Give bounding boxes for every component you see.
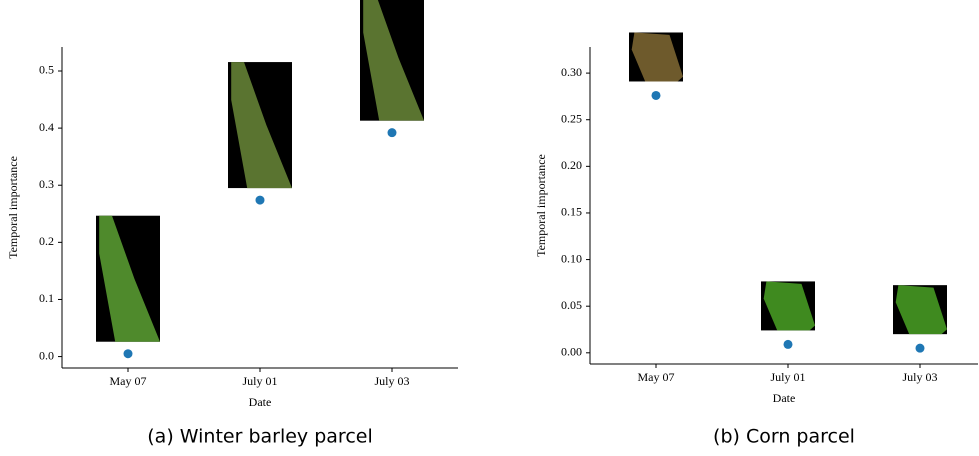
y-tick-label: 0.2 bbox=[39, 234, 54, 248]
y-tick-label: 0.10 bbox=[561, 251, 582, 265]
x-axis-label: Date bbox=[773, 391, 796, 405]
point bbox=[387, 128, 397, 138]
y-tick-label: 0.05 bbox=[561, 298, 582, 312]
x-tick-label: May 07 bbox=[110, 374, 147, 388]
y-tick-label: 0.00 bbox=[561, 345, 582, 359]
y-tick-label: 0.20 bbox=[561, 158, 582, 172]
y-tick-label: 0.5 bbox=[39, 63, 54, 77]
point bbox=[255, 195, 265, 205]
point bbox=[651, 90, 661, 100]
x-tick-label: July 03 bbox=[902, 370, 937, 384]
x-tick-label: July 01 bbox=[770, 370, 805, 384]
point bbox=[123, 349, 133, 359]
y-tick-label: 0.1 bbox=[39, 291, 54, 305]
caption: (a) Winter barley parcel bbox=[147, 426, 372, 448]
x-tick-label: July 03 bbox=[374, 374, 409, 388]
x-tick-label: May 07 bbox=[638, 370, 675, 384]
y-axis-label: Temporal importance bbox=[534, 154, 548, 257]
thumbnail-parcel bbox=[895, 285, 947, 335]
y-tick-label: 0.25 bbox=[561, 111, 582, 125]
y-tick-label: 0.3 bbox=[39, 177, 54, 191]
y-axis-label: Temporal importance bbox=[6, 156, 20, 259]
y-tick-label: 0.30 bbox=[561, 65, 582, 79]
point bbox=[783, 339, 793, 349]
x-axis-label: Date bbox=[249, 395, 272, 409]
thumbnail-parcel bbox=[631, 32, 683, 82]
y-tick-label: 0.15 bbox=[561, 205, 582, 219]
point bbox=[915, 343, 925, 353]
chart-panel: 0.0 0.1 0.2 0.3 0.4 0.5 May 07 July 01 July 03 Da… bbox=[6, 0, 458, 448]
chart-panel: 0.00 0.05 0.10 0.15 0.20 0.25 0.30 May 07 July 0… bbox=[534, 32, 978, 448]
thumbnail-parcel bbox=[763, 281, 815, 331]
thumbnail-parcel bbox=[99, 215, 160, 342]
thumbnail-parcel bbox=[231, 62, 292, 189]
thumbnail-parcel bbox=[363, 0, 424, 121]
y-tick-label: 0.0 bbox=[39, 348, 54, 362]
caption: (b) Corn parcel bbox=[713, 426, 855, 448]
y-tick-label: 0.4 bbox=[39, 120, 54, 134]
x-tick-label: July 01 bbox=[242, 374, 277, 388]
